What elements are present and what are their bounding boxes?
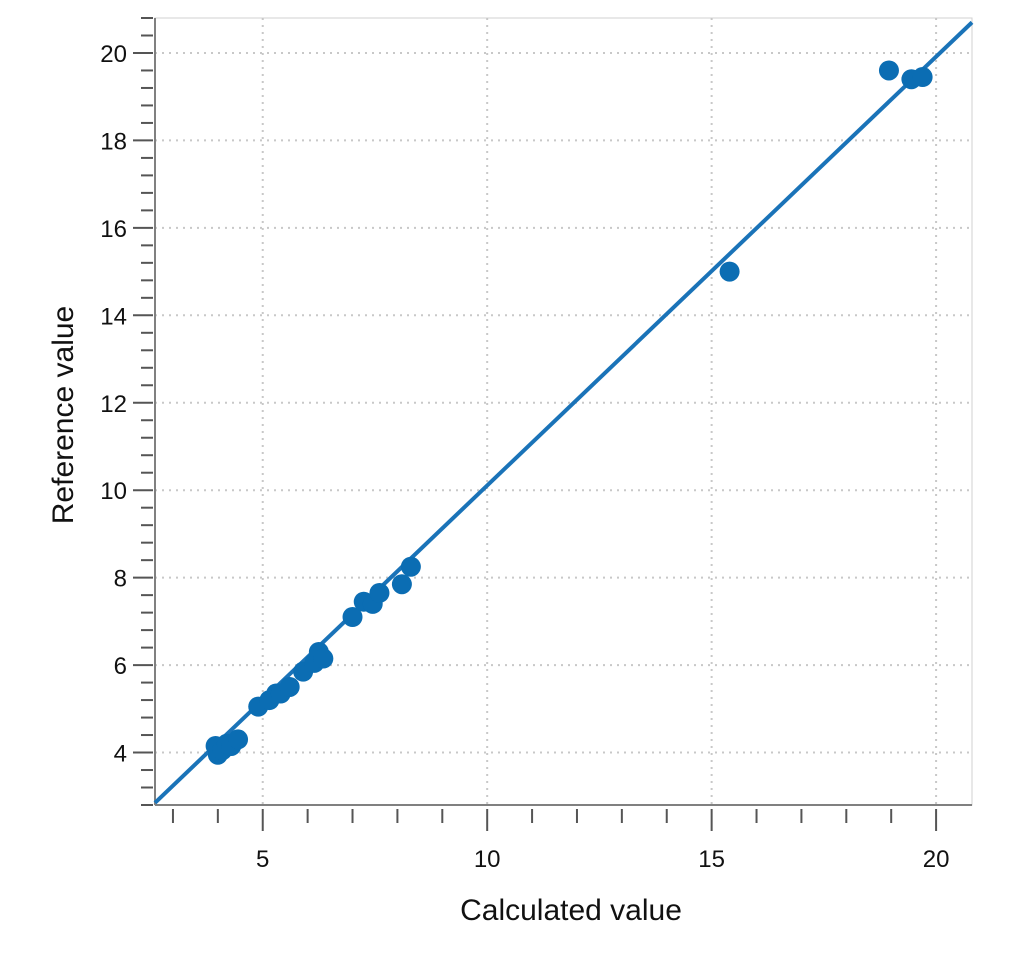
axis-layer: 5 10 15 20 4 6 8 10 12 14 16 18 20 [100,17,972,873]
fit-line-layer [153,20,974,805]
y-tick-label: 8 [114,566,127,593]
data-point [313,648,334,669]
x-tick-label: 15 [698,846,725,873]
data-point [391,574,412,595]
data-point [878,60,899,81]
y-tick-label: 18 [100,128,127,155]
data-point [279,676,300,697]
y-tick-label: 4 [114,741,127,768]
y-tick-label: 14 [100,303,127,330]
points-layer [205,60,933,765]
data-point [342,606,363,627]
x-tick-label: 5 [256,846,269,873]
data-point [719,261,740,282]
y-tick-label: 16 [100,216,127,243]
y-tick-label: 12 [100,391,127,418]
y-tick-label: 6 [114,653,127,680]
data-point [912,67,933,88]
data-point [369,582,390,603]
x-tick-label: 10 [474,846,501,873]
y-tick-label: 20 [100,41,127,68]
y-axis-title: Reference value [47,306,80,524]
x-axis-title: Calculated value [460,894,682,927]
y-tick-label: 10 [100,478,127,505]
fit-line [153,20,974,805]
grid-layer [154,17,973,806]
data-point [228,729,249,750]
x-tick-label: 20 [923,846,950,873]
data-point [400,556,421,577]
